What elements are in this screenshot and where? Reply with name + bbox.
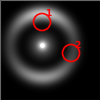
Text: 2: 2 (74, 40, 80, 50)
Text: 1: 1 (45, 10, 51, 18)
